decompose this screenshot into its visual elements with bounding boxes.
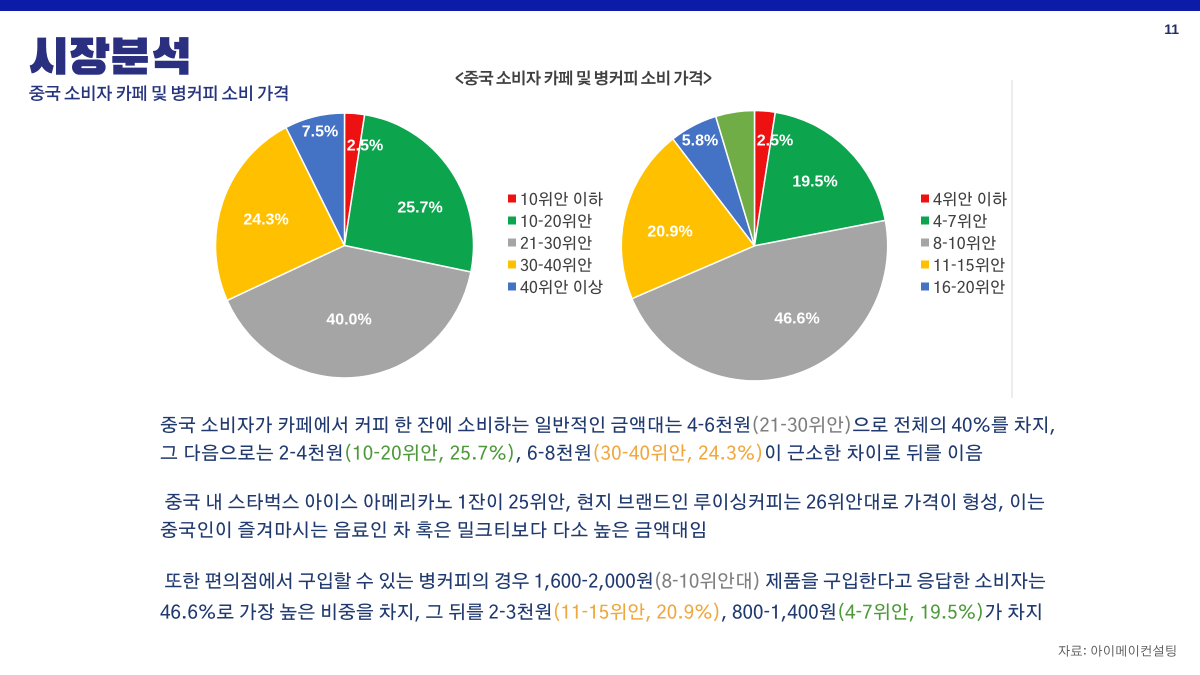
svg-text:19.5%: 19.5%: [792, 174, 837, 191]
svg-text:24.3%: 24.3%: [243, 212, 288, 229]
svg-text:20.9%: 20.9%: [647, 224, 692, 241]
svg-text:2.5%: 2.5%: [347, 138, 383, 155]
svg-text:25.7%: 25.7%: [397, 200, 442, 217]
svg-text:2.5%: 2.5%: [757, 133, 793, 150]
svg-text:46.6%: 46.6%: [774, 311, 819, 328]
svg-text:40.0%: 40.0%: [326, 312, 371, 329]
svg-text:7.5%: 7.5%: [302, 124, 338, 141]
svg-text:5.8%: 5.8%: [682, 133, 718, 150]
